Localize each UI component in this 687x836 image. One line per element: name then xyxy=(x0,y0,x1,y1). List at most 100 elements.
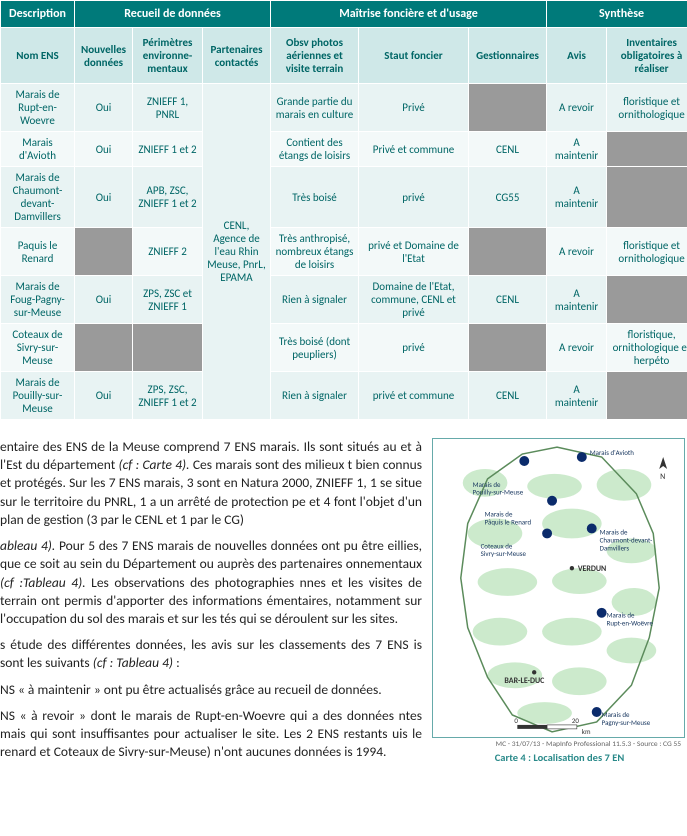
table-row: Marais de Pouilly-sur-MeuseOuiZPS, ZSC, … xyxy=(1,372,687,420)
cell-obs: Très anthropisé, nombreux étangs de lois… xyxy=(271,228,359,276)
svg-text:Pouilly-sur-Meuse: Pouilly-sur-Meuse xyxy=(473,488,524,497)
table-row: Paquis le Renard ZNIEFF 2 Très anthropisé,… xyxy=(1,228,687,276)
cell-inv xyxy=(607,132,687,167)
cell-staut: privé et commune xyxy=(359,372,469,420)
cell-inv: floristique et ornithologique xyxy=(607,228,687,276)
cell-nouv xyxy=(75,324,133,372)
cell-peri: ZNIEFF 1 et 2 xyxy=(133,132,203,167)
cell-nom: Marais de Chaumont-devant-Damvillers xyxy=(1,167,75,228)
cell-peri: ZPS, ZSC et ZNIEFF 1 xyxy=(133,276,203,324)
cell-inv xyxy=(607,167,687,228)
svg-text:Marais d'Avioth: Marais d'Avioth xyxy=(590,448,634,457)
col-avis: Avis xyxy=(547,28,607,84)
cell-staut: Domaine de l'Etat, commune, CENL et priv… xyxy=(359,276,469,324)
prose-p3: s étude des différentes données, les avi… xyxy=(0,636,422,672)
cell-peri xyxy=(133,324,203,372)
cell-partenaires: CENL, Agence de l'eau Rhin Meuse, PnrL, … xyxy=(203,84,271,420)
col-nom: Nom ENS xyxy=(1,28,75,84)
cell-avis: A revoir xyxy=(547,228,607,276)
cell-avis: A revoir xyxy=(547,324,607,372)
col-obs: Obsv photos aériennes et visite terrain xyxy=(271,28,359,84)
cell-peri: ZNIEFF 1, PNRL xyxy=(133,84,203,132)
cell-inv xyxy=(607,372,687,420)
cell-inv: floristique et ornithologique xyxy=(607,84,687,132)
svg-text:Sivry-sur-Meuse: Sivry-sur-Meuse xyxy=(481,549,527,558)
cell-nom: Paquis le Renard xyxy=(1,228,75,276)
cell-gest: CENL xyxy=(469,132,547,167)
map-figure: VERDUNBAR-LE-DUCMarais dePouilly-sur-Meu… xyxy=(432,438,687,770)
svg-text:BAR-LE-DUC: BAR-LE-DUC xyxy=(504,676,545,686)
group-description: Description xyxy=(1,1,75,28)
cell-nom: Marais de Foug-Pagny-sur-Meuse xyxy=(1,276,75,324)
svg-text:N: N xyxy=(660,472,665,482)
svg-text:VERDUN: VERDUN xyxy=(578,564,606,574)
table-row: Coteaux de Sivry-sur-Meuse Très boisé (do… xyxy=(1,324,687,372)
svg-text:Rupt-en-Woëvre: Rupt-en-Woëvre xyxy=(607,619,654,628)
cell-nom: Marais de Pouilly-sur-Meuse xyxy=(1,372,75,420)
cell-nouv: Oui xyxy=(75,84,133,132)
cell-staut: privé xyxy=(359,167,469,228)
cell-peri: APB, ZSC, ZNIEFF 1 et 2 xyxy=(133,167,203,228)
cell-avis: A maintenir xyxy=(547,276,607,324)
cell-nouv xyxy=(75,228,133,276)
cell-obs: Très boisé xyxy=(271,167,359,228)
cell-obs: Très boisé (dont peupliers) xyxy=(271,324,359,372)
svg-text:20: 20 xyxy=(572,716,580,725)
col-gest: Gestionnaires xyxy=(469,28,547,84)
table-row: Marais de Chaumont-devant-DamvillersOuiA… xyxy=(1,167,687,228)
prose-p2: ableau 4). Pour 5 des 7 ENS marais de no… xyxy=(0,537,422,628)
table-row: Marais d'AviothOuiZNIEFF 1 et 2 Contient … xyxy=(1,132,687,167)
map-credit: MC - 31/07/13 - MapInfo Professional 11.… xyxy=(432,740,687,749)
cell-avis: A maintenir xyxy=(547,132,607,167)
svg-text:Pâquis le Renard: Pâquis le Renard xyxy=(485,518,532,527)
cell-gest xyxy=(469,228,547,276)
cell-avis: A maintenir xyxy=(547,372,607,420)
cell-obs: Rien à signaler xyxy=(271,372,359,420)
col-staut: Staut foncier xyxy=(359,28,469,84)
col-nouv: Nouvelles données xyxy=(75,28,133,84)
prose-block: entaire des ENS de la Meuse comprend 7 E… xyxy=(0,438,422,770)
cell-gest: CENL xyxy=(469,276,547,324)
cell-nouv: Oui xyxy=(75,276,133,324)
col-peri: Périmètres environne-mentaux xyxy=(133,28,203,84)
cell-nom: Coteaux de Sivry-sur-Meuse xyxy=(1,324,75,372)
table-row: Marais de Foug-Pagny-sur-MeuseOuiZPS, ZS… xyxy=(1,276,687,324)
cell-nom: Marais d'Avioth xyxy=(1,132,75,167)
cell-inv xyxy=(607,276,687,324)
cell-staut: Privé xyxy=(359,84,469,132)
cell-nom: Marais de Rupt-en-Woevre xyxy=(1,84,75,132)
cell-staut: Privé et commune xyxy=(359,132,469,167)
cell-staut: privé xyxy=(359,324,469,372)
cell-gest xyxy=(469,84,547,132)
cell-inv: floristique, ornithologique et herpéto xyxy=(607,324,687,372)
cell-obs: Rien à signaler xyxy=(271,276,359,324)
group-foncier: Maîtrise foncière et d'usage xyxy=(271,1,547,28)
cell-staut: privé et Domaine de l'Etat xyxy=(359,228,469,276)
svg-text:Damvillers: Damvillers xyxy=(600,543,630,552)
cell-avis: A maintenir xyxy=(547,167,607,228)
cell-nouv: Oui xyxy=(75,372,133,420)
map-svg: VERDUNBAR-LE-DUCMarais dePouilly-sur-Meu… xyxy=(432,438,685,738)
prose-p5: NS « à revoir » dont le marais de Rupt-e… xyxy=(0,707,422,762)
cell-avis: A revoir xyxy=(547,84,607,132)
col-part: Partenaires contactés xyxy=(203,28,271,84)
cell-gest: CENL xyxy=(469,372,547,420)
cell-obs: Contient des étangs de loisirs xyxy=(271,132,359,167)
table-row: Marais de Rupt-en-WoevreOuiZNIEFF 1, PNR… xyxy=(1,84,687,132)
map-caption: Carte 4 : Localisation des 7 EN xyxy=(432,751,687,764)
svg-text:Pagny-sur-Meuse: Pagny-sur-Meuse xyxy=(602,718,651,727)
cell-obs: Grande partie du marais en culture xyxy=(271,84,359,132)
col-inv: Inventaires obligatoires à réaliser xyxy=(607,28,687,84)
svg-text:0: 0 xyxy=(514,716,518,725)
cell-peri: ZNIEFF 2 xyxy=(133,228,203,276)
cell-peri: ZPS, ZSC, ZNIEFF 1 et 2 xyxy=(133,372,203,420)
cell-gest xyxy=(469,324,547,372)
cell-nouv: Oui xyxy=(75,167,133,228)
prose-p1: entaire des ENS de la Meuse comprend 7 E… xyxy=(0,438,422,529)
svg-text:km: km xyxy=(582,727,591,736)
group-recueil: Recueil de données xyxy=(75,1,271,28)
prose-p4: NS « à maintenir » ont pu être actualisé… xyxy=(0,681,422,699)
cell-nouv: Oui xyxy=(75,132,133,167)
group-synthese: Synthèse xyxy=(547,1,687,28)
ens-table: Description Recueil de données Maîtrise … xyxy=(0,0,687,420)
